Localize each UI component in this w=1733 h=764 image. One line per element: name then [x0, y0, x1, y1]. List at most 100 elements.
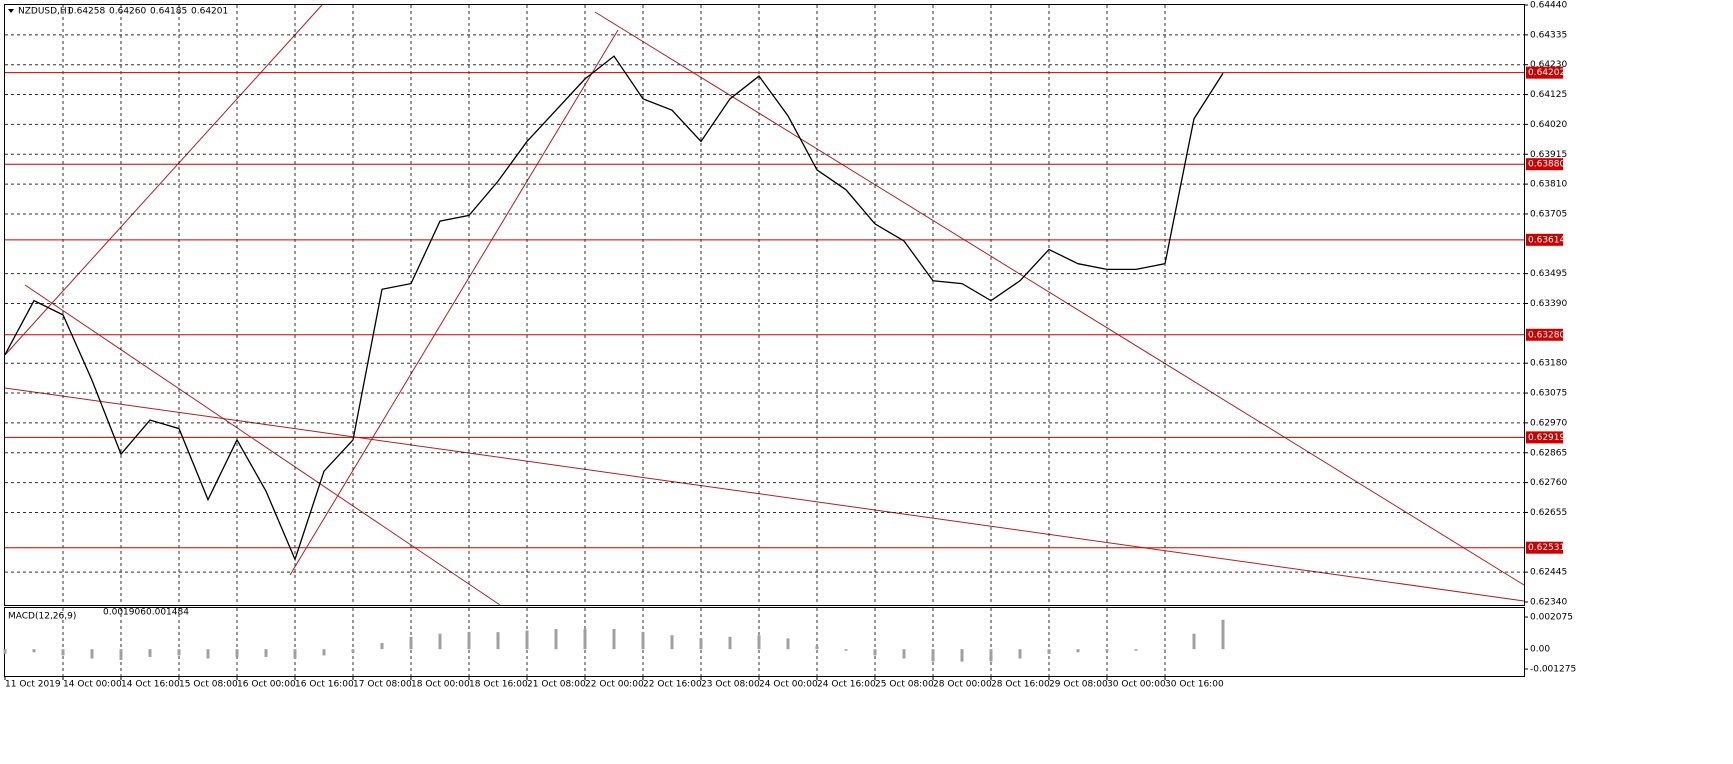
y-tick-label: 0.62760 — [1530, 478, 1567, 488]
y-tick-label: 0.62340 — [1530, 598, 1567, 608]
macd-bar — [293, 649, 297, 659]
y-tick-label: 0.62655 — [1530, 508, 1567, 518]
level-label: 0.63280 — [1528, 330, 1565, 340]
x-tick-label: 23 Oct 08:00 — [701, 680, 760, 690]
macd-bar — [844, 649, 848, 651]
macd-bar — [1076, 649, 1080, 653]
macd-bar — [322, 649, 326, 656]
y-tick-label: 0.64020 — [1530, 120, 1567, 130]
macd-readout: 0.001906 — [103, 608, 146, 618]
x-tick-label: 18 Oct 00:00 — [411, 680, 470, 690]
macd-readout: 0.001484 — [146, 608, 189, 618]
macd-bar — [90, 649, 94, 659]
y-tick-label: 0.63705 — [1530, 209, 1567, 219]
level-label-box — [1526, 328, 1563, 341]
y-tick-label: 0.62970 — [1530, 418, 1567, 428]
macd-y-tick-label: -0.001275 — [1530, 664, 1576, 674]
macd-bar — [1105, 649, 1109, 651]
macd-bar — [1192, 633, 1196, 650]
macd-bar — [525, 630, 529, 650]
x-tick-label: 14 Oct 00:00 — [63, 680, 122, 690]
y-tick-label: 0.62445 — [1530, 568, 1567, 578]
macd-bar — [351, 649, 355, 653]
x-tick-label: 24 Oct 16:00 — [817, 680, 876, 690]
x-tick-label: 24 Oct 00:00 — [759, 680, 818, 690]
x-tick-label: 29 Oct 08:00 — [1049, 680, 1108, 690]
x-tick-label: 11 Oct 2019 — [5, 680, 61, 690]
macd-bar — [612, 629, 616, 650]
macd-y-tick-label: 0.00 — [1530, 645, 1550, 655]
y-tick-label: 0.63495 — [1530, 269, 1567, 279]
level-label: 0.63614 — [1528, 235, 1565, 245]
x-tick-label: 15 Oct 08:00 — [179, 680, 238, 690]
price-panel — [4, 4, 1525, 606]
level-label: 0.62531 — [1528, 543, 1565, 553]
y-tick-label: 0.64230 — [1530, 60, 1567, 70]
y-tick-label: 0.63915 — [1530, 150, 1567, 160]
macd-bar — [583, 629, 587, 650]
trend-line — [4, 4, 323, 356]
level-label: 0.63880 — [1528, 160, 1565, 170]
x-tick-label: 17 Oct 08:00 — [353, 680, 412, 690]
y-tick-label: 0.62865 — [1530, 448, 1567, 458]
x-tick-label: 14 Oct 16:00 — [121, 680, 180, 690]
macd-y-tick-label: 0.002075 — [1530, 613, 1573, 623]
macd-bar — [902, 649, 906, 659]
level-label-box — [1526, 431, 1563, 444]
macd-panel — [4, 607, 1525, 677]
macd-bar — [815, 646, 819, 650]
x-tick-label: 16 Oct 16:00 — [295, 680, 354, 690]
y-tick-label: 0.63075 — [1530, 389, 1567, 399]
level-label-box — [1526, 233, 1563, 246]
macd-bar — [873, 649, 877, 656]
level-label-box — [1526, 158, 1563, 171]
level-label: 0.64202 — [1528, 68, 1565, 78]
macd-bar — [554, 629, 558, 650]
macd-bar — [670, 635, 674, 650]
x-tick-label: 25 Oct 08:00 — [875, 680, 934, 690]
x-tick-label: 16 Oct 00:00 — [237, 680, 296, 690]
y-tick-label: 0.63180 — [1530, 359, 1567, 369]
menu-arrow[interactable] — [8, 9, 14, 13]
macd-bar — [32, 649, 36, 653]
y-tick-label: 0.64125 — [1530, 90, 1567, 100]
macd-bar — [148, 649, 152, 657]
x-tick-label: 22 Oct 16:00 — [643, 680, 702, 690]
macd-bar — [206, 649, 210, 659]
level-label: 0.62919 — [1528, 433, 1565, 443]
macd-bar — [380, 643, 384, 650]
macd-bar — [119, 649, 123, 661]
macd-bar — [757, 635, 761, 650]
macd-bar — [3, 649, 7, 654]
macd-bar — [641, 632, 645, 650]
macd-bar — [1047, 649, 1051, 654]
macd-bar — [1163, 649, 1167, 650]
x-tick-label: 22 Oct 00:00 — [585, 680, 644, 690]
quote-value: 0.64185 — [150, 7, 187, 17]
y-tick-label: 0.64335 — [1530, 30, 1567, 40]
y-tick-label: 0.64440 — [1530, 1, 1567, 11]
x-tick-label: 28 Oct 16:00 — [991, 680, 1050, 690]
level-label-box — [1526, 541, 1563, 554]
macd-bar — [931, 649, 935, 662]
x-tick-label: 18 Oct 16:00 — [469, 680, 528, 690]
macd-bar — [989, 649, 993, 662]
macd-bar — [467, 632, 471, 650]
x-tick-label: 28 Oct 00:00 — [933, 680, 992, 690]
macd-bar — [409, 636, 413, 650]
macd-title: MACD(12,26,9) — [8, 612, 76, 622]
macd-bar — [264, 649, 268, 657]
macd-bar — [786, 638, 790, 650]
level-label-box — [1526, 66, 1563, 79]
macd-bar — [1018, 649, 1022, 659]
x-tick-label: 30 Oct 16:00 — [1165, 680, 1224, 690]
macd-bar — [1134, 649, 1138, 651]
x-tick-label: 30 Oct 00:00 — [1107, 680, 1166, 690]
x-tick-label: 21 Oct 08:00 — [527, 680, 586, 690]
quote-value: 0.64260 — [109, 7, 146, 17]
quote-value: 0.64258 — [68, 7, 105, 17]
quote-value: 0.64201 — [191, 7, 228, 17]
